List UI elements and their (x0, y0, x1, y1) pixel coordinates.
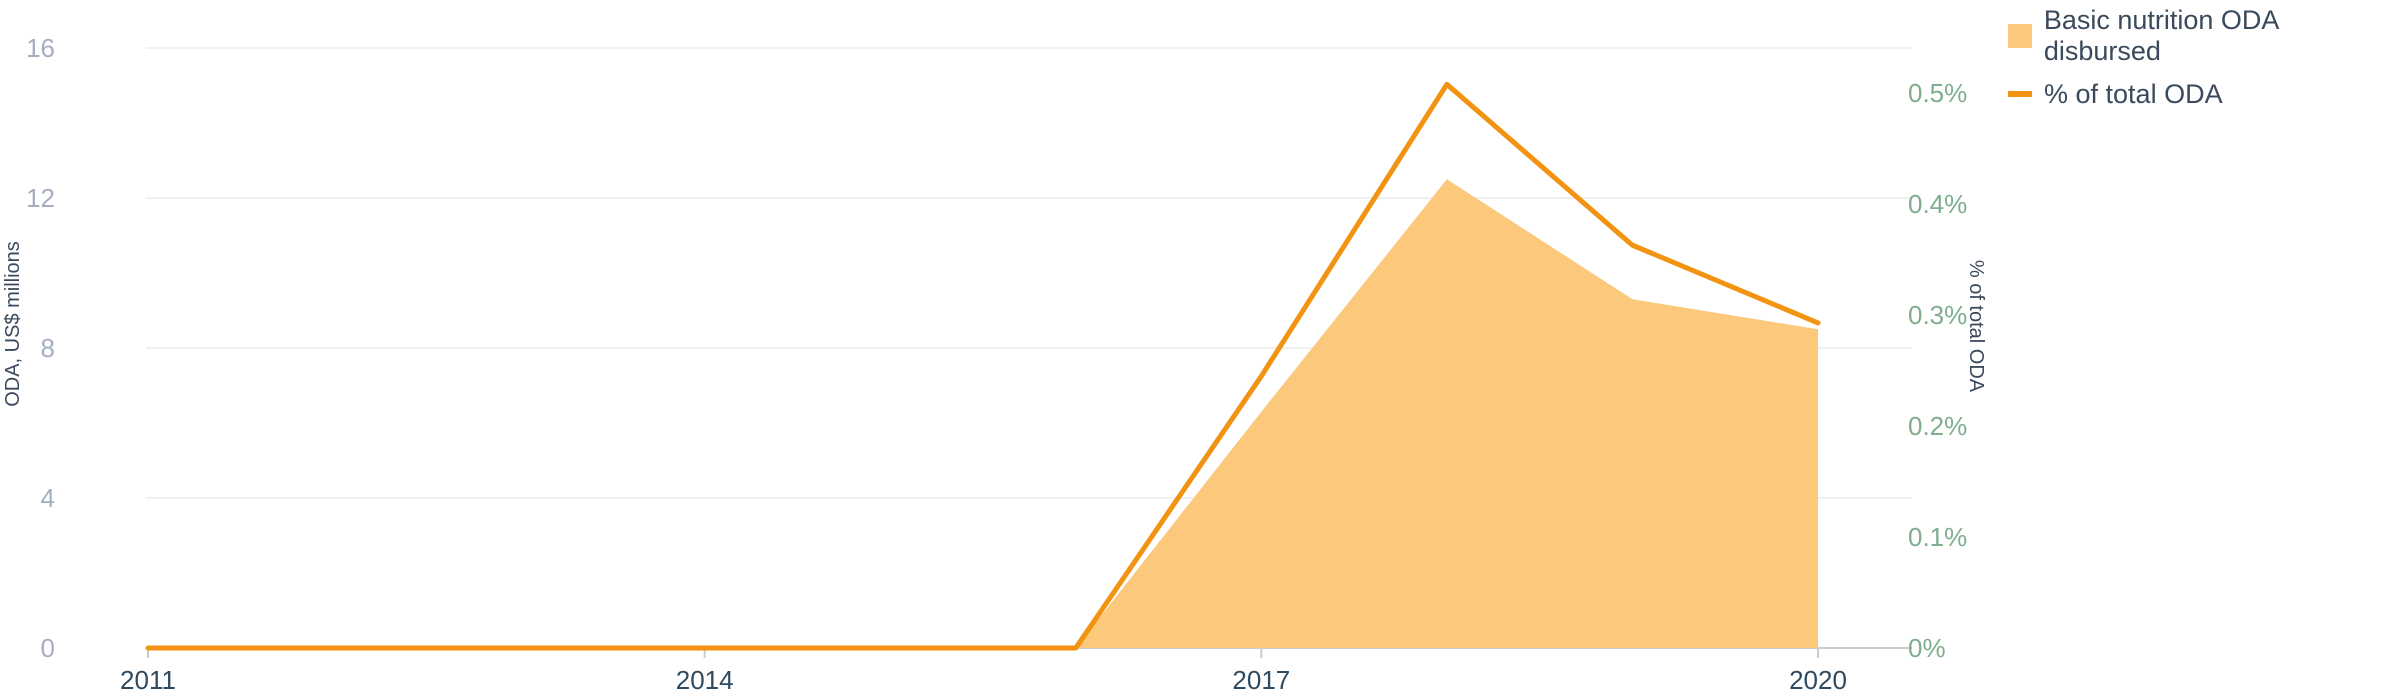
legend-item-line[interactable]: % of total ODA (2008, 76, 2400, 112)
y-right-tick-label: 0.2% (1908, 411, 1967, 441)
y-right-tick-label: 0.1% (1908, 522, 1967, 552)
x-tick-label: 2020 (1789, 665, 1847, 695)
y-right-tick-label: 0% (1908, 633, 1946, 663)
x-tick-label: 2011 (120, 665, 176, 695)
y-right-tick-label: 0.5% (1908, 78, 1967, 108)
y-right-tick-label: 0.3% (1908, 300, 1967, 330)
x-tick-label: 2014 (676, 665, 734, 695)
legend-label-area: Basic nutrition ODA disbursed (2043, 5, 2278, 66)
legend-swatch-area (2008, 24, 2032, 48)
y-left-tick-label: 16 (26, 33, 55, 63)
y-right-axis-title: % of total ODA (1965, 260, 1987, 393)
legend-item-area[interactable]: Basic nutrition ODA disbursed (2008, 5, 2400, 66)
legend-label-line: % of total ODA (2044, 78, 2223, 109)
y-left-axis-title: ODA, US$ millions (2, 241, 24, 407)
legend-swatch-line (2008, 91, 2032, 97)
y-left-tick-label: 8 (41, 333, 55, 363)
y-right-tick-label: 0.4% (1908, 189, 1967, 219)
line-series-pct-total-oda (145, 81, 1821, 651)
y-left-tick-label: 4 (41, 483, 55, 513)
x-tick-label: 2017 (1232, 665, 1290, 695)
y-left-tick-label: 12 (26, 183, 55, 213)
legend: Basic nutrition ODA disbursed % of total… (2008, 5, 2400, 134)
y-left-tick-label: 0 (41, 633, 55, 663)
area-series-basic-nutrition (148, 179, 1818, 648)
